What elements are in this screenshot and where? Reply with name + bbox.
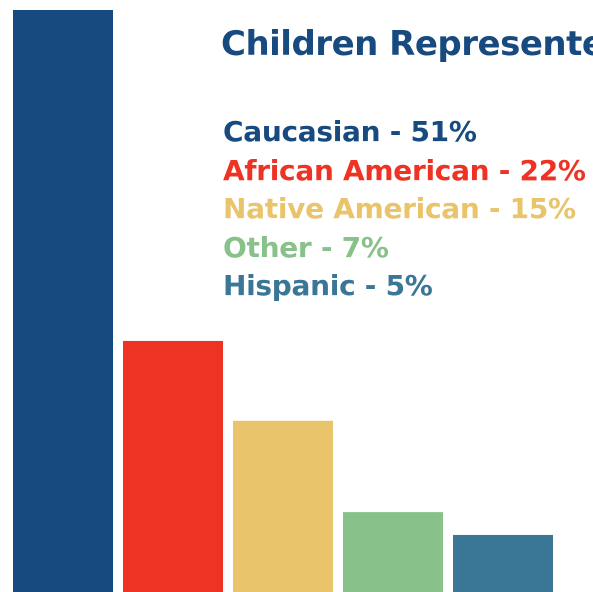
bar-other: [343, 512, 443, 592]
legend-entry-native-american: Native American - 15%: [223, 192, 576, 225]
legend-entry-hispanic: Hispanic - 5%: [223, 269, 433, 302]
legend-entry-other: Other - 7%: [223, 230, 389, 264]
chart-title: Children Represente: [221, 24, 593, 64]
legend-entry-caucasian: Caucasian - 51%: [223, 115, 477, 148]
bar-african-american: [123, 340, 223, 592]
legend-entry-african-american: African American - 22%: [223, 153, 586, 187]
bar-native-american: [233, 420, 333, 592]
legend: Caucasian - 51% African American - 22% N…: [223, 113, 586, 306]
bar-hispanic: [453, 534, 553, 592]
bar-caucasian: [13, 10, 113, 592]
